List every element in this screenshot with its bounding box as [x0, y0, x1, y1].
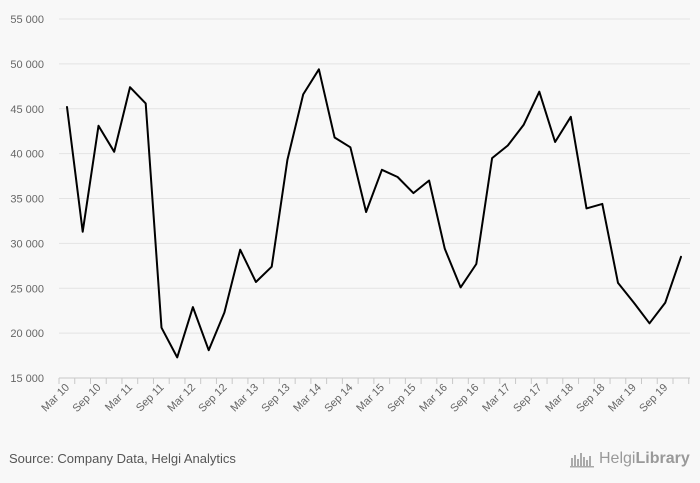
- x-tick-label: Mar 11: [103, 382, 135, 414]
- series-group: [66, 68, 682, 359]
- x-tick-label: Mar 18: [543, 382, 576, 415]
- y-tick-label: 40 000: [10, 149, 44, 161]
- y-axis-labels: 15 000 20 000 25 000 30 000 35 000 40 000 45 0…: [10, 14, 44, 385]
- y-tick-label: 35 000: [10, 194, 44, 206]
- y-tick-label: 20 000: [10, 328, 44, 340]
- x-tick-label: Sep 12: [196, 382, 229, 415]
- x-tick-label: Mar 13: [228, 382, 261, 415]
- x-tick-label: Sep 13: [259, 382, 292, 415]
- x-tick-label: Sep 17: [511, 382, 544, 415]
- helgi-library-logo: Helgi Library: [570, 448, 690, 470]
- y-tick-label: 50 000: [10, 59, 44, 71]
- y-tick-label: 25 000: [10, 283, 44, 295]
- x-tick-label: Mar 19: [606, 382, 639, 415]
- y-tick-label: 30 000: [10, 238, 44, 250]
- logo-text-regular: Helgi: [599, 450, 636, 467]
- series-line: [66, 68, 682, 359]
- x-tick-label: Sep 16: [448, 382, 481, 415]
- x-axis: [58, 377, 690, 384]
- x-tick-label: Sep 15: [385, 382, 418, 415]
- x-tick-label: Sep 11: [134, 382, 167, 415]
- x-tick-label: Mar 15: [354, 382, 387, 415]
- x-tick-label: Sep 14: [322, 382, 355, 415]
- source-caption: Source: Company Data, Helgi Analytics: [9, 451, 236, 466]
- x-tick-label: Sep 19: [637, 382, 670, 415]
- x-tick-label: Mar 12: [165, 382, 198, 415]
- x-tick-label: Mar 14: [291, 382, 324, 415]
- x-tick-label: Sep 10: [70, 382, 103, 415]
- y-tick-label: 45 000: [10, 104, 44, 116]
- logo-text-bold: Library: [635, 450, 690, 467]
- grid-lines: [59, 18, 690, 379]
- x-tick-label: Sep 18: [574, 382, 607, 415]
- y-tick-label: 15 000: [10, 373, 44, 385]
- x-tick-label: Mar 16: [417, 382, 450, 415]
- x-tick-label: Mar 17: [480, 382, 513, 415]
- logo-icon: [570, 453, 594, 468]
- y-tick-label: 55 000: [10, 14, 44, 26]
- line-chart: 15 000 20 000 25 000 30 000 35 000 40 000 45 0…: [10, 14, 690, 415]
- x-tick-label: Mar 10: [39, 382, 72, 415]
